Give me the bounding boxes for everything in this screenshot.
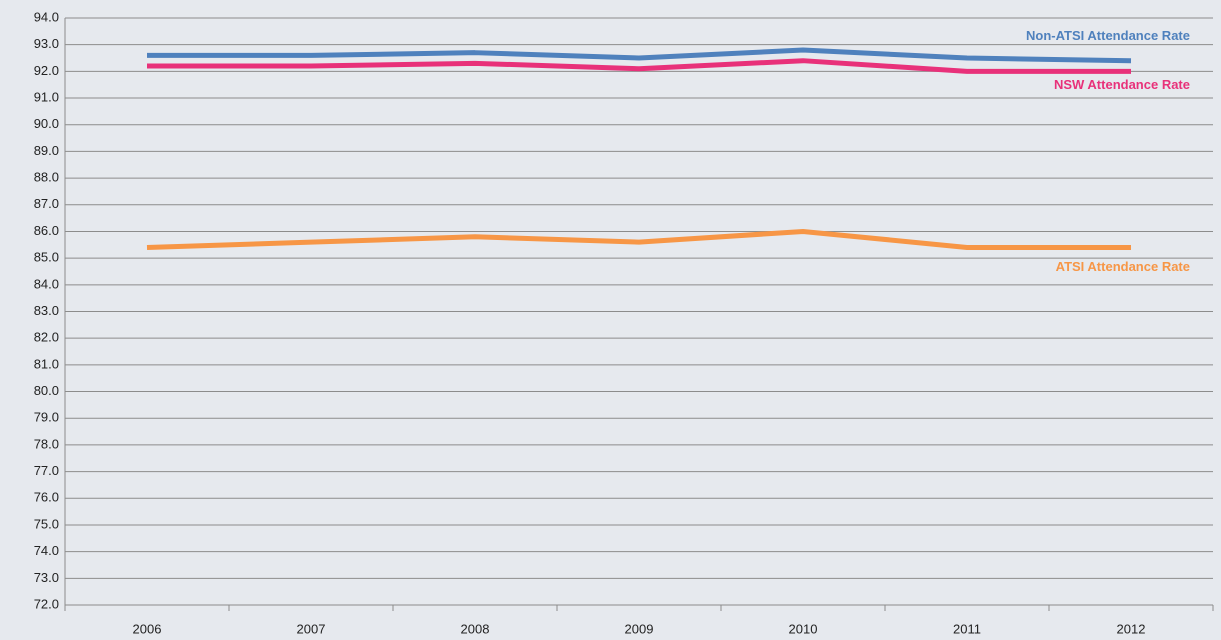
- y-tick-label: 75.0: [34, 516, 59, 531]
- x-tick-label: 2007: [297, 621, 326, 636]
- x-tick-label: 2010: [789, 621, 818, 636]
- y-tick-label: 76.0: [34, 490, 59, 505]
- y-tick-label: 77.0: [34, 463, 59, 478]
- y-tick-label: 84.0: [34, 276, 59, 291]
- series-line: [147, 47, 1132, 64]
- y-tick-label: 82.0: [34, 330, 59, 345]
- series-line: [146, 228, 1131, 250]
- series-label: Non-ATSI Attendance Rate: [1026, 28, 1190, 43]
- x-tick-label: 2006: [133, 621, 162, 636]
- y-tick-label: 78.0: [34, 436, 59, 451]
- y-tick-label: 90.0: [34, 116, 59, 131]
- y-tick-label: 86.0: [34, 223, 59, 238]
- y-tick-label: 85.0: [34, 250, 59, 265]
- y-tick-label: 87.0: [34, 196, 59, 211]
- series-label: ATSI Attendance Rate: [1056, 259, 1190, 274]
- y-tick-label: 74.0: [34, 543, 59, 558]
- x-tick-label: 2009: [625, 621, 654, 636]
- y-tick-label: 81.0: [34, 356, 59, 371]
- y-tick-label: 94.0: [34, 9, 59, 24]
- y-tick-label: 91.0: [34, 89, 59, 104]
- y-tick-label: 88.0: [34, 170, 59, 185]
- y-tick-label: 89.0: [34, 143, 59, 158]
- y-tick-label: 92.0: [34, 63, 59, 78]
- x-tick-label: 2008: [461, 621, 490, 636]
- y-tick-label: 79.0: [34, 410, 59, 425]
- x-tick-label: 2011: [953, 621, 981, 636]
- x-tick-label: 2012: [1117, 621, 1146, 636]
- y-tick-label: 83.0: [34, 303, 59, 318]
- y-tick-label: 72.0: [34, 596, 59, 611]
- y-tick-label: 93.0: [34, 36, 59, 51]
- y-tick-label: 80.0: [34, 383, 59, 398]
- series-line: [147, 58, 1131, 74]
- y-tick-label: 73.0: [34, 570, 59, 585]
- series-label: NSW Attendance Rate: [1054, 77, 1190, 92]
